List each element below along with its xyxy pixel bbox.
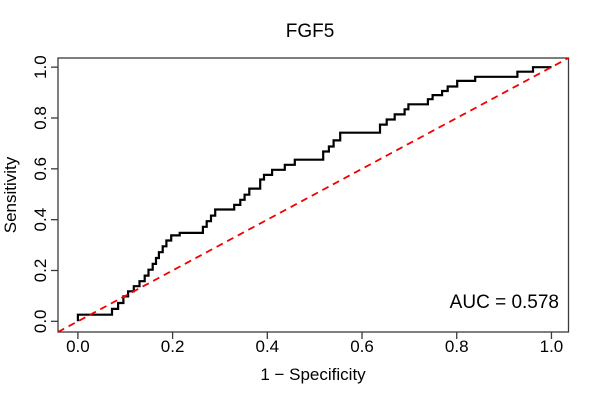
y-tick-label: 0.8 — [31, 106, 50, 130]
y-tick-label: 1.0 — [31, 55, 50, 79]
x-tick-label: 0.8 — [445, 337, 469, 356]
x-tick-label: 0.0 — [66, 337, 90, 356]
y-tick-label: 0.0 — [31, 310, 50, 334]
plot-box — [57, 57, 570, 333]
chance-diagonal-line — [57, 57, 569, 333]
x-axis-title: 1 − Specificity — [260, 365, 366, 384]
x-tick-label: 1.0 — [540, 337, 564, 356]
y-tick-label: 0.4 — [31, 208, 50, 232]
x-axis: 0.0 0.2 0.4 0.6 0.8 1.0 — [66, 332, 563, 356]
y-axis-title: Sensitivity — [1, 156, 20, 233]
chart-title: FGF5 — [286, 21, 335, 42]
y-tick-label: 0.2 — [31, 259, 50, 283]
y-axis: 0.0 0.2 0.4 0.6 0.8 1.0 — [31, 55, 58, 333]
series-layer — [57, 57, 569, 333]
x-tick-label: 0.2 — [161, 337, 185, 356]
x-tick-label: 0.4 — [255, 337, 279, 356]
y-tick-label: 0.6 — [31, 157, 50, 181]
auc-annotation: AUC = 0.578 — [450, 292, 559, 313]
x-tick-label: 0.6 — [350, 337, 374, 356]
roc-curve-line — [76, 66, 552, 322]
